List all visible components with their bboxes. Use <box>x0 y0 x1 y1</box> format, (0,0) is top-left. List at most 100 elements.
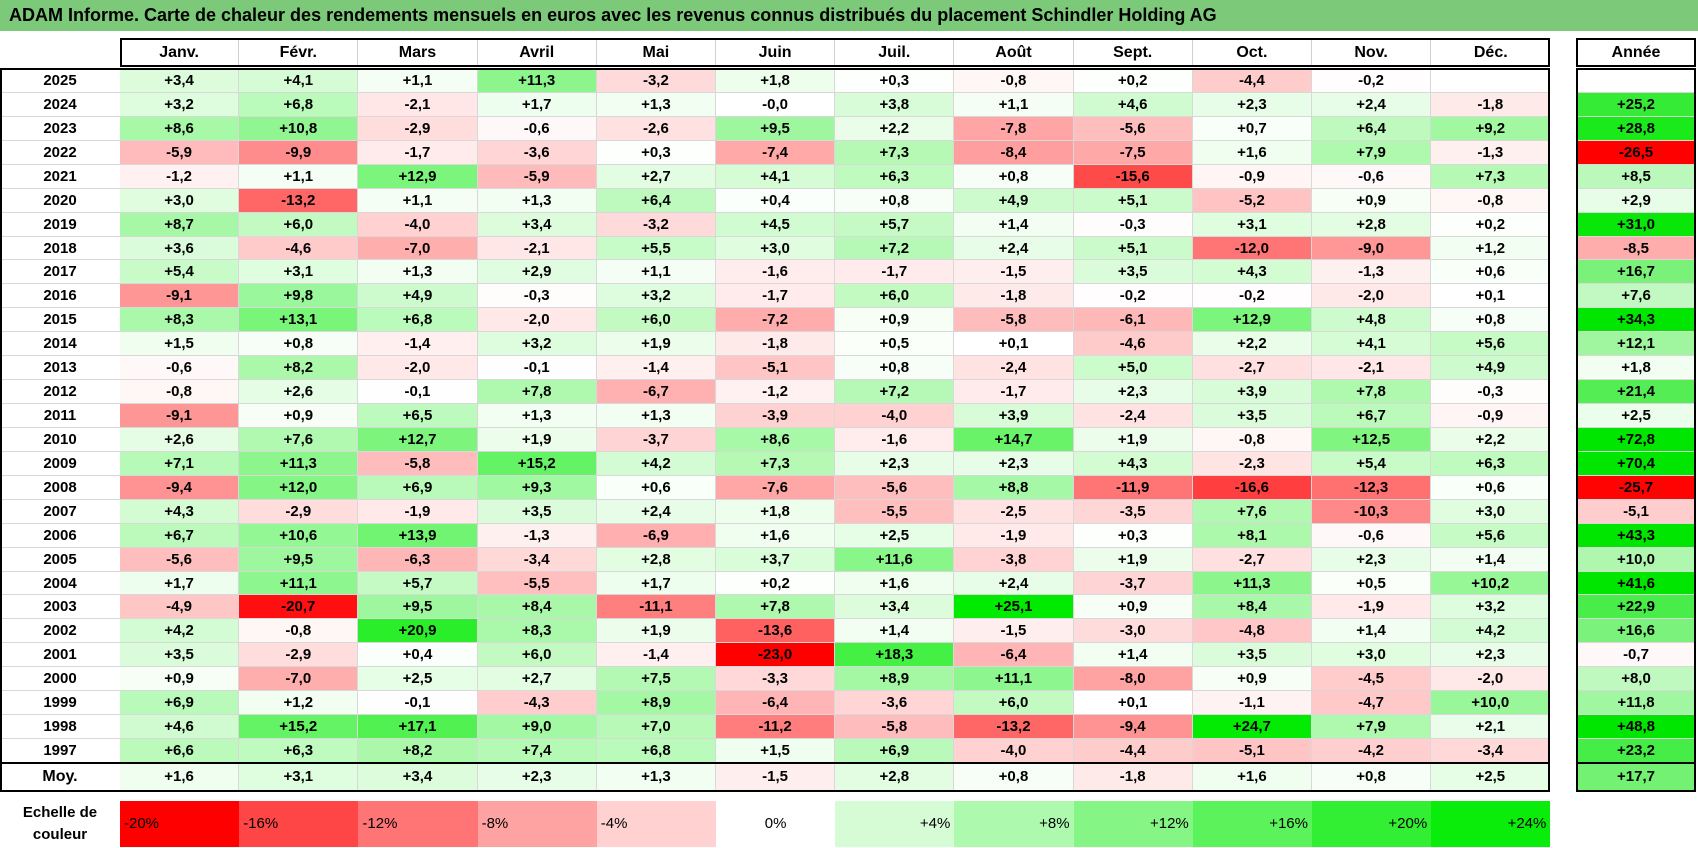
heatmap-cell: -2,1 <box>477 236 597 261</box>
heatmap-cell: +2,3 <box>835 451 955 476</box>
heatmap-cell: -4,0 <box>954 739 1074 763</box>
row-year-label: 2014 <box>0 332 120 357</box>
average-label: Moy. <box>42 768 78 785</box>
heatmap-cell: +5,1 <box>1073 188 1193 213</box>
row-year-label: 2008 <box>0 476 120 500</box>
heatmap-cell: -1,9 <box>1312 595 1432 620</box>
heatmap-cell: -13,2 <box>954 715 1074 740</box>
heatmap-cell: +3,2 <box>596 284 716 309</box>
heatmap-cell: -4,9 <box>120 595 240 620</box>
heatmap-cell: -1,1 <box>1192 691 1312 716</box>
heatmap-cell: -0,6 <box>477 116 597 141</box>
heatmap-cell: +11,3 <box>239 451 359 476</box>
heatmap-cell: -7,5 <box>1073 140 1193 165</box>
heatmap-cell: +4,1 <box>1312 332 1432 357</box>
annual-cell: +70,4 <box>1576 451 1696 476</box>
heatmap-cell: +4,9 <box>358 284 478 309</box>
heatmap-cell: +3,5 <box>477 499 597 524</box>
heatmap-cell: +0,9 <box>1073 595 1193 620</box>
heatmap-cell: +2,6 <box>239 380 359 404</box>
heatmap-cell: +3,1 <box>1192 212 1312 237</box>
heatmap-cell: +2,4 <box>1312 92 1432 117</box>
heatmap-cell: +7,6 <box>239 427 359 452</box>
heatmap-cell: -11,2 <box>716 715 836 740</box>
row-year-label: 2003 <box>0 595 120 620</box>
heatmap-cell: -3,7 <box>1073 571 1193 596</box>
heatmap-cell: +0,1 <box>1073 691 1193 716</box>
heatmap-cell: +3,2 <box>477 332 597 357</box>
heatmap-cell: -11,9 <box>1073 475 1193 500</box>
heatmap-cell: +24,7 <box>1192 715 1312 740</box>
heatmap-cell: +1,7 <box>477 92 597 117</box>
heatmap-cell: +8,9 <box>596 691 716 716</box>
annual-cell: +25,2 <box>1576 92 1696 117</box>
heatmap-cell: +6,8 <box>358 308 478 333</box>
heatmap-cell: +0,9 <box>120 667 240 692</box>
heatmap-cell: -1,7 <box>716 284 836 309</box>
heatmap-cell: +1,9 <box>1073 427 1193 452</box>
heatmap-cell: +25,1 <box>954 595 1074 620</box>
heatmap-cell: +6,0 <box>596 308 716 333</box>
heatmap-cell: +10,0 <box>1431 691 1551 716</box>
heatmap-cell: -0,3 <box>477 284 597 309</box>
heatmap-cell: +6,9 <box>120 691 240 716</box>
annual-cell: +2,5 <box>1576 404 1696 428</box>
heatmap-cell: +4,6 <box>120 715 240 740</box>
heatmap-cell: +9,2 <box>1431 116 1551 141</box>
heatmap-cell: +0,9 <box>1192 667 1312 692</box>
heatmap-cell: +6,7 <box>1312 404 1432 428</box>
heatmap-cell: +2,3 <box>1192 92 1312 117</box>
heatmap-cell: -2,9 <box>358 116 478 141</box>
heatmap-cell: +1,9 <box>596 332 716 357</box>
heatmap-cell: +3,5 <box>1192 404 1312 428</box>
grid-frame <box>0 68 1551 764</box>
heatmap-cell: -0,1 <box>477 356 597 381</box>
heatmap-cell: +0,1 <box>1431 284 1551 309</box>
annual-cell: +41,6 <box>1576 571 1696 596</box>
heatmap-cell: +14,7 <box>954 427 1074 452</box>
heatmap-cell: +7,2 <box>835 236 955 261</box>
month-header: Juin <box>716 38 836 67</box>
average-cell: +1,3 <box>596 764 716 790</box>
heatmap-cell: -15,6 <box>1073 164 1193 189</box>
heatmap-cell: -3,2 <box>596 212 716 237</box>
heatmap-cell: +7,8 <box>716 595 836 620</box>
heatmap-cell: +3,5 <box>1192 643 1312 668</box>
row-year-label: 2018 <box>0 237 120 261</box>
annual-cell: -26,5 <box>1576 140 1696 165</box>
row-year-label: 2017 <box>0 260 120 285</box>
annual-cell: +22,9 <box>1576 595 1696 620</box>
heatmap-cell: -7,8 <box>954 116 1074 141</box>
average-annual-cell: +17,7 <box>1576 764 1696 790</box>
heatmap-cell: +3,9 <box>1192 380 1312 404</box>
heatmap-cell: +1,8 <box>716 499 836 524</box>
heatmap-cell: +1,3 <box>477 188 597 213</box>
heatmap-cell: +1,7 <box>120 571 240 596</box>
heatmap-cell: +0,1 <box>954 332 1074 357</box>
heatmap-cell: +6,4 <box>596 188 716 213</box>
heatmap-cell: -0,6 <box>1312 523 1432 548</box>
heatmap-cell: +13,9 <box>358 523 478 548</box>
heatmap-cell: +0,2 <box>1073 69 1193 93</box>
heatmap-cell: -3,6 <box>477 140 597 165</box>
heatmap-cell: -5,5 <box>835 499 955 524</box>
row-year-label: 2023 <box>0 117 120 141</box>
heatmap-cell: +1,4 <box>954 212 1074 237</box>
row-year-label: 2007 <box>0 500 120 524</box>
heatmap-cell: -7,0 <box>239 667 359 692</box>
annual-cell: +28,8 <box>1576 116 1696 141</box>
heatmap-cell: +1,3 <box>477 404 597 428</box>
heatmap-cell: -0,3 <box>1073 212 1193 237</box>
heatmap-cell: +6,0 <box>954 691 1074 716</box>
heatmap-cell: -7,6 <box>716 475 836 500</box>
heatmap-cell: +0,9 <box>1312 188 1432 213</box>
scale-swatch: +24% <box>1431 801 1551 847</box>
heatmap-cell: -1,9 <box>358 499 478 524</box>
average-cell: +0,8 <box>954 764 1074 790</box>
month-header: Août <box>954 38 1074 67</box>
heatmap-cell: -1,6 <box>835 427 955 452</box>
average-cell: +2,8 <box>835 764 955 790</box>
heatmap-cell: +8,8 <box>954 475 1074 500</box>
heatmap-cell: -0,1 <box>358 380 478 404</box>
annual-cell: +72,8 <box>1576 427 1696 452</box>
